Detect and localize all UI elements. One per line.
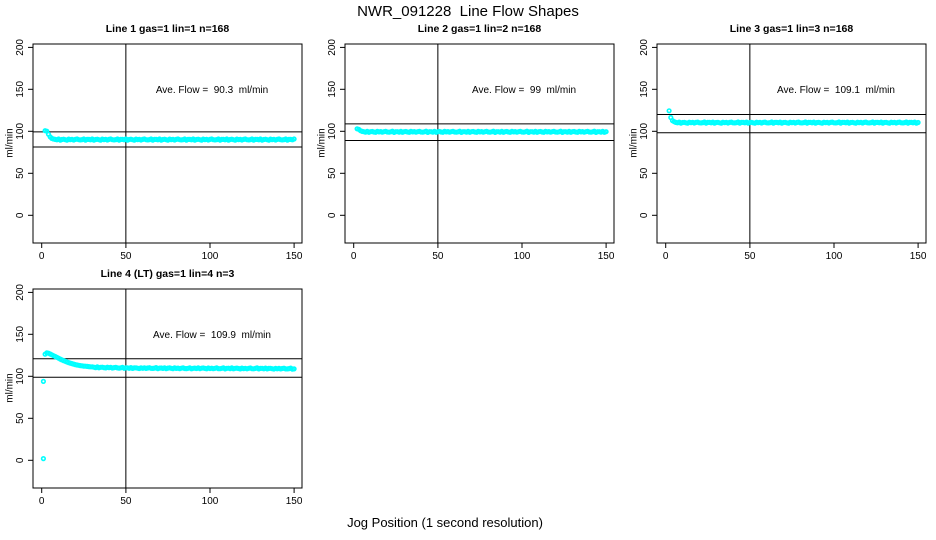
data-point [40,456,47,462]
plot-frame [32,43,303,244]
y-tick-label: 150 [327,81,338,98]
x-tick-label: 150 [910,251,927,262]
x-tick-label: 0 [39,251,45,262]
data-point [291,366,297,372]
y-tick-label: 200 [639,39,650,56]
y-tick-label: 100 [15,368,26,385]
data-point [40,378,47,384]
ave-flow-annotation: Ave. Flow = 99 ml/min [471,85,577,96]
y-tick-label: 50 [15,167,26,179]
x-tick-label: 0 [663,251,669,262]
panel-title: Line 4 (LT) gas=1 lin=4 n=3 [100,268,235,280]
ave-flow-annotation: Ave. Flow = 109.9 ml/min [153,330,271,341]
line-1-plot: 0 50 100 150 0 50 100 150 200 [15,39,303,262]
y-tick-label: 0 [15,212,26,218]
y-tick-label: 0 [15,457,26,463]
data-point [666,108,672,114]
y-tick-label: 150 [639,81,650,98]
data-point [915,119,921,126]
y-tick-label: 0 [327,212,338,218]
y-tick-label: 150 [15,81,26,98]
panel-line-3: 0 50 100 150 0 50 100 150 200 Line 3 gas=1 lin=3… [624,20,936,265]
x-tick-label: 0 [39,496,45,507]
y-tick-label: 100 [15,123,26,140]
y-tick-label: 200 [15,39,26,56]
ave-flow-annotation: Ave. Flow = 109.1 ml/min [777,85,895,96]
x-tick-label: 100 [826,251,843,262]
y-tick-label: 150 [15,326,26,343]
plot-frame [656,43,927,244]
ave-flow-annotation: Ave. Flow = 90.3 ml/min [155,85,269,96]
x-tick-label: 0 [351,251,357,262]
y-axis-label: ml/min [628,128,640,158]
x-axis-label: Jog Position (1 second resolution) [347,515,543,530]
y-tick-label: 50 [639,167,650,179]
x-tick-label: 100 [202,251,219,262]
x-tick-label: 50 [744,251,756,262]
y-axis-label: ml/min [4,128,16,158]
panel-title: Line 3 gas=1 lin=3 n=168 [729,23,854,35]
y-tick-label: 100 [639,123,650,140]
y-tick-label: 0 [639,212,650,218]
x-tick-label: 50 [432,251,444,262]
line-3-plot: 0 50 100 150 0 50 100 150 200 [639,39,927,262]
y-axis-label: ml/min [316,128,328,158]
x-tick-label: 150 [286,496,303,507]
figure-title: NWR_091228 Line Flow Shapes [357,3,579,20]
line-2-plot: 0 50 100 150 0 50 100 150 200 [327,39,615,262]
panel-line-1: 0 50 100 150 0 50 100 150 200 Line 1 gas=1 lin=1… [0,20,312,265]
y-tick-label: 50 [15,412,26,424]
panel-line-2: 0 50 100 150 0 50 100 150 200 Line 2 gas=1 lin=2… [312,20,624,265]
y-tick-label: 200 [15,284,26,301]
x-tick-label: 150 [286,251,303,262]
panel-title: Line 2 gas=1 lin=2 n=168 [417,23,542,35]
panel-title: Line 1 gas=1 lin=1 n=168 [105,23,230,35]
plot-frame [344,43,615,244]
x-tick-label: 50 [120,251,132,262]
line-4-plot: 0 50 100 150 0 50 100 150 200 [15,284,303,507]
y-axis-label: ml/min [4,373,16,403]
x-tick-label: 100 [514,251,531,262]
data-point [291,136,297,142]
panel-line-4: 0 50 100 150 0 50 100 150 200 Line 4 (LT) gas=1 … [0,265,312,510]
x-tick-label: 100 [202,496,219,507]
x-tick-label: 150 [598,251,615,262]
y-tick-label: 50 [327,167,338,179]
x-tick-label: 50 [120,496,132,507]
y-tick-label: 100 [327,123,338,140]
data-point [603,129,609,135]
plot-frame [32,288,303,489]
y-tick-label: 200 [327,39,338,56]
